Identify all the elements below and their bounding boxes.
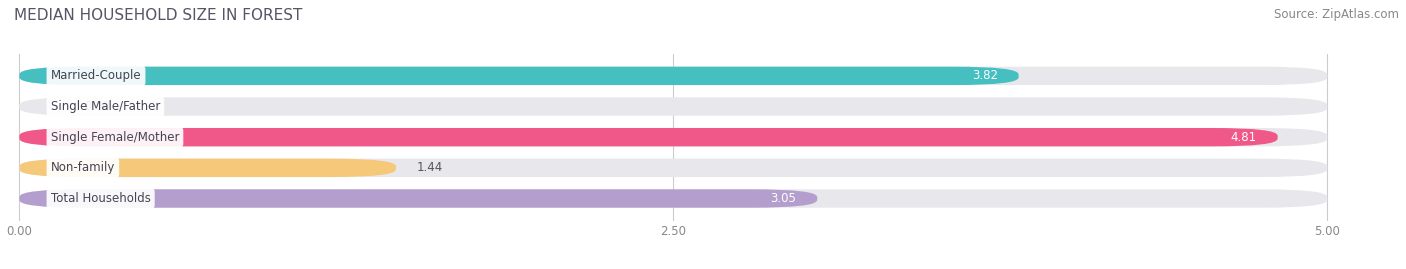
FancyBboxPatch shape (20, 97, 1327, 116)
FancyBboxPatch shape (20, 189, 817, 208)
FancyBboxPatch shape (20, 67, 1327, 85)
Text: 0.00: 0.00 (84, 100, 111, 113)
Text: Non-family: Non-family (51, 161, 115, 174)
FancyBboxPatch shape (20, 159, 396, 177)
Text: Source: ZipAtlas.com: Source: ZipAtlas.com (1274, 8, 1399, 21)
FancyBboxPatch shape (20, 128, 1278, 146)
Text: 3.05: 3.05 (770, 192, 796, 205)
FancyBboxPatch shape (20, 67, 1019, 85)
Text: 4.81: 4.81 (1230, 131, 1257, 144)
Text: Total Households: Total Households (51, 192, 150, 205)
Text: MEDIAN HOUSEHOLD SIZE IN FOREST: MEDIAN HOUSEHOLD SIZE IN FOREST (14, 8, 302, 23)
FancyBboxPatch shape (20, 189, 1327, 208)
Text: 1.44: 1.44 (418, 161, 443, 174)
FancyBboxPatch shape (20, 159, 1327, 177)
Text: Single Male/Father: Single Male/Father (51, 100, 160, 113)
FancyBboxPatch shape (20, 128, 1327, 146)
Text: 3.82: 3.82 (972, 69, 998, 82)
Text: Single Female/Mother: Single Female/Mother (51, 131, 179, 144)
Text: Married-Couple: Married-Couple (51, 69, 142, 82)
